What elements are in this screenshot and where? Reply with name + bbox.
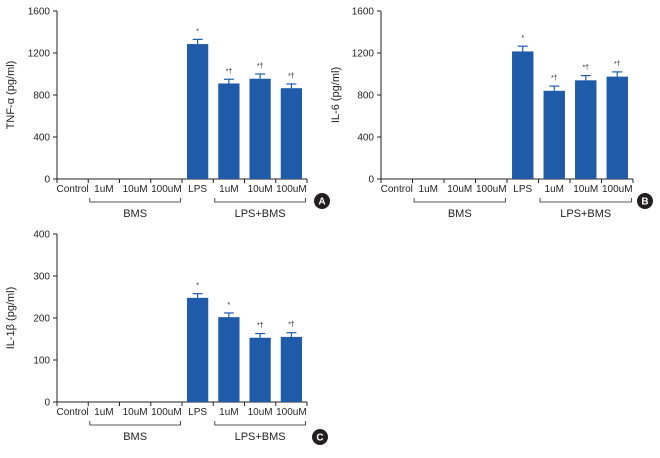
bar-7 <box>280 88 302 179</box>
y-tick-label: 300 <box>33 272 50 283</box>
x-tick-label: 1uM <box>419 184 438 195</box>
x-tick-label: 10uM <box>248 407 273 418</box>
group-bracket-0 <box>413 198 506 203</box>
significance-mark-5: *† <box>551 75 558 82</box>
y-tick-label: 0 <box>44 175 50 186</box>
group-label-0: BMS <box>123 431 147 443</box>
group-label-0: BMS <box>123 208 147 220</box>
y-tick-label: 800 <box>357 91 374 102</box>
group-bracket-1 <box>214 198 306 203</box>
significance-mark-5: * <box>228 302 231 309</box>
y-axis-label: TNF-α (pg/ml) <box>5 61 17 130</box>
bar-7 <box>280 336 302 402</box>
x-tick-label: Control <box>57 407 89 418</box>
y-tick-label: 400 <box>357 133 374 144</box>
significance-mark-4: * <box>521 35 524 42</box>
bar-6 <box>249 337 271 402</box>
x-tick-label: 1uM <box>94 184 113 195</box>
group-bracket-0 <box>89 198 181 203</box>
y-tick-label: 200 <box>33 314 50 325</box>
significance-mark-7: *† <box>614 61 621 68</box>
chart-panel-c: 0 100 200 300 400 IL-1β (pg/ml) Control 1uM 10uM… <box>5 230 328 445</box>
y-tick-label: 400 <box>33 133 50 144</box>
group-label-1: LPS+BMS <box>560 208 611 220</box>
group-label-1: LPS+BMS <box>235 431 286 443</box>
x-tick-label: LPS <box>188 184 207 195</box>
y-tick-label: 800 <box>33 91 50 102</box>
x-tick-label: Control <box>57 184 89 195</box>
y-tick-label: 100 <box>33 356 50 367</box>
x-tick-label: 1uM <box>219 184 238 195</box>
bar-6 <box>575 80 597 179</box>
group-label-0: BMS <box>448 208 472 220</box>
group-bracket-1 <box>539 198 632 203</box>
chart-panel-a: 0 400 800 1200 1600 TNF-α (pg/ml) Control 1uM 10… <box>5 7 330 220</box>
bar-4 <box>512 51 534 179</box>
panel-badge-circle <box>312 429 328 445</box>
bar-7 <box>606 76 628 179</box>
significance-mark-7: *† <box>288 73 295 80</box>
x-tick-label: 10uM <box>123 184 148 195</box>
bar-5 <box>543 90 565 179</box>
y-tick-label: 1600 <box>28 7 51 18</box>
x-tick-label: 10uM <box>447 184 472 195</box>
x-tick-label: 100uM <box>476 184 507 195</box>
y-tick-label: 1200 <box>28 49 51 60</box>
group-label-1: LPS+BMS <box>235 208 286 220</box>
x-tick-label: 10uM <box>248 184 273 195</box>
bar-5 <box>218 317 240 402</box>
x-tick-label: 100uM <box>276 184 307 195</box>
chart-panel-b: 0 400 800 1200 1600 IL-6 (pg/ml) Control 1uM 10u… <box>330 7 653 220</box>
y-tick-label: 0 <box>44 398 50 409</box>
panel-letter: A <box>318 197 325 208</box>
x-tick-label: LPS <box>188 407 207 418</box>
y-tick-label: 1600 <box>352 7 375 18</box>
panel-badge-circle <box>314 193 330 209</box>
x-tick-label: 10uM <box>573 184 598 195</box>
x-tick-label: 1uM <box>219 407 238 418</box>
x-tick-label: 1uM <box>545 184 564 195</box>
group-bracket-1 <box>214 421 306 426</box>
y-tick-label: 1200 <box>352 49 375 60</box>
y-tick-label: 0 <box>368 175 374 186</box>
x-tick-label: 100uM <box>151 184 182 195</box>
significance-mark-5: *† <box>226 68 233 75</box>
group-bracket-0 <box>89 421 181 426</box>
significance-mark-4: * <box>196 283 199 290</box>
bar-4 <box>187 297 209 402</box>
significance-mark-6: *† <box>257 63 264 70</box>
panel-letter: C <box>316 433 323 444</box>
panel-badge-circle <box>637 193 653 209</box>
significance-mark-7: *† <box>288 322 295 329</box>
x-tick-label: 100uM <box>151 407 182 418</box>
x-tick-label: 1uM <box>94 407 113 418</box>
x-tick-label: 100uM <box>602 184 633 195</box>
x-tick-label: 100uM <box>276 407 307 418</box>
significance-mark-6: *† <box>582 65 589 72</box>
x-tick-label: 10uM <box>123 407 148 418</box>
x-tick-label: Control <box>381 184 413 195</box>
bar-5 <box>218 83 240 179</box>
bar-6 <box>249 78 271 179</box>
x-tick-label: LPS <box>513 184 532 195</box>
y-tick-label: 400 <box>33 230 50 241</box>
y-axis-label: IL-6 (pg/ml) <box>330 67 342 123</box>
significance-mark-4: * <box>196 28 199 35</box>
panel-letter: B <box>641 197 648 208</box>
bar-4 <box>187 44 209 180</box>
y-axis-label: IL-1β (pg/ml) <box>5 287 17 350</box>
significance-mark-6: *† <box>257 323 264 330</box>
